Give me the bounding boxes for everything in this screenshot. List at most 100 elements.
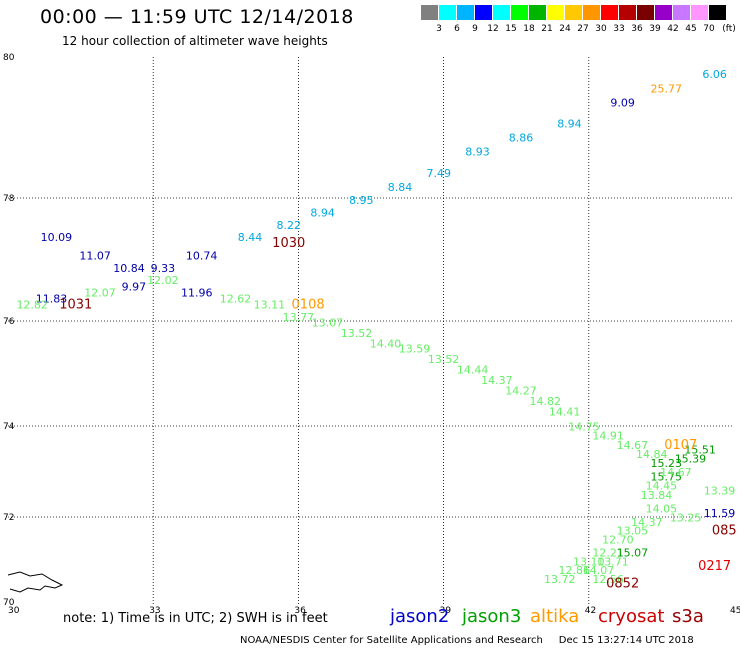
wave-height-value: 14.05: [646, 502, 678, 515]
legend-swatch: [655, 5, 672, 20]
legend-swatch: [547, 5, 564, 20]
wave-height-value: 13.25: [670, 511, 702, 524]
legend-swatch: [583, 5, 600, 20]
time-label: 1031: [59, 298, 92, 313]
wave-height-value: 8.44: [238, 231, 263, 244]
wave-height-value: 12.82: [16, 299, 48, 312]
legend-label: 33: [613, 24, 625, 34]
satellite-s3a: s3a: [672, 606, 704, 627]
wave-height-value: 13.05: [617, 525, 649, 538]
footer-credit: NOAA/NESDIS Center for Satellite Applica…: [240, 635, 694, 646]
legend-swatch: [691, 5, 708, 20]
lat-tick-label: 76: [3, 317, 15, 327]
wave-height-value: 12.56: [592, 573, 624, 586]
legend-swatch: [637, 5, 654, 20]
legend-label: 21: [541, 24, 553, 34]
legend-swatch: [673, 5, 690, 20]
map-grid: [8, 57, 734, 605]
time-label: 085: [712, 524, 737, 539]
wave-height-value: 14.37: [631, 516, 663, 529]
legend-swatch: [565, 5, 582, 20]
lat-tick-label: 74: [3, 422, 15, 432]
legend-label: 12: [487, 24, 499, 34]
legend-label: 24: [559, 24, 571, 34]
wave-height-value: 14.40: [370, 337, 402, 350]
legend-swatch: [421, 5, 438, 20]
wave-height-value: 14.37: [481, 374, 513, 387]
legend-swatch: [529, 5, 546, 20]
lat-tick-label: 70: [3, 598, 15, 608]
wave-height-value: 12.70: [602, 533, 634, 546]
wave-height-value: 8.22: [276, 219, 301, 232]
wave-height-value: 14.91: [592, 430, 624, 443]
wave-height-value: 13.52: [428, 353, 460, 366]
lat-tick-label: 78: [3, 194, 15, 204]
wave-height-value: 11.59: [704, 507, 736, 520]
time-label: 0217: [698, 559, 731, 574]
wave-height-value: 8.95: [349, 194, 374, 207]
satellite-cryosat: cryosat: [598, 606, 665, 627]
wave-height-value: 14.41: [549, 406, 581, 419]
time-label: 1030: [272, 236, 305, 251]
wave-height-value: 10.84: [113, 262, 145, 275]
legend-swatch: [457, 5, 474, 20]
legend-label: 9: [472, 24, 478, 34]
legend-swatch: [709, 5, 726, 20]
lat-tick-label: 80: [3, 53, 15, 63]
wave-height-value: 12.02: [147, 274, 179, 287]
wave-height-value: 14.45: [646, 480, 678, 493]
lon-tick-label: 30: [8, 606, 20, 616]
wave-height-value: 9.33: [151, 262, 176, 275]
wave-height-value: 11.07: [79, 250, 111, 263]
wave-height-value: 12.07: [84, 286, 116, 299]
legend-swatch: [439, 5, 456, 20]
legend-swatch: [601, 5, 618, 20]
legend-label: 45: [685, 24, 697, 34]
lon-tick-label: 45: [730, 606, 740, 616]
time-label: 0107: [664, 438, 697, 453]
lon-tick-label: 33: [149, 606, 160, 616]
footer-note: note: 1) Time is in UTC; 2) SWH is in fe…: [63, 611, 328, 626]
wave-height-value: 13.59: [399, 343, 431, 356]
coastline: [7, 571, 64, 593]
wave-height-value: 15.07: [617, 547, 649, 560]
wave-height-value: 13.77: [283, 311, 315, 324]
wave-height-value: 8.84: [388, 181, 413, 194]
wave-height-value: 14.44: [457, 364, 489, 377]
page-title: 00:00 — 11:59 UTC 12/14/2018: [40, 6, 354, 28]
lon-tick-label: 39: [440, 606, 452, 616]
wave-height-value: 13.84: [641, 489, 673, 502]
wave-height-value: 11.96: [181, 286, 213, 299]
wave-height-value: 8.94: [310, 206, 335, 219]
wave-height-value: 13.52: [341, 327, 373, 340]
legend-label: 18: [523, 24, 535, 34]
wave-height-value: 8.86: [509, 132, 534, 145]
wave-height-value: 13.71: [597, 555, 629, 568]
observation-points: 10.0911.0710.849.979.3310.7411.9611.8312…: [16, 68, 736, 591]
wave-height-value: 6.06: [702, 68, 727, 81]
wave-height-value: 14.27: [505, 385, 537, 398]
legend-swatch: [475, 5, 492, 20]
wave-height-value: 14.82: [529, 395, 561, 408]
wave-height-value: 12.86: [559, 564, 591, 577]
satellite-jason3: jason3: [462, 606, 522, 627]
wave-height-value: 14.07: [583, 564, 615, 577]
page-subtitle: 12 hour collection of altimeter wave hei…: [62, 34, 328, 48]
wave-height-value: 14.67: [617, 439, 649, 452]
legend-swatch: [619, 5, 636, 20]
wave-height-value: 10.74: [186, 250, 218, 263]
wave-height-value: 12.21: [592, 547, 624, 560]
wave-height-value: 12.62: [220, 293, 252, 306]
wave-height-value: 15.23: [650, 457, 682, 470]
wave-height-value: 15.39: [675, 452, 707, 465]
legend-swatch: [511, 5, 528, 20]
wave-height-value: 9.09: [610, 96, 635, 109]
wave-height-value: 13.11: [254, 299, 286, 312]
wave-height-value: 8.93: [465, 146, 490, 159]
legend-label: 42: [667, 24, 679, 34]
wave-height-value: 14.67: [660, 466, 692, 479]
wave-height-value: 15.75: [650, 471, 682, 484]
legend-label: 70: [703, 24, 715, 34]
lon-tick-label: 42: [585, 606, 596, 616]
